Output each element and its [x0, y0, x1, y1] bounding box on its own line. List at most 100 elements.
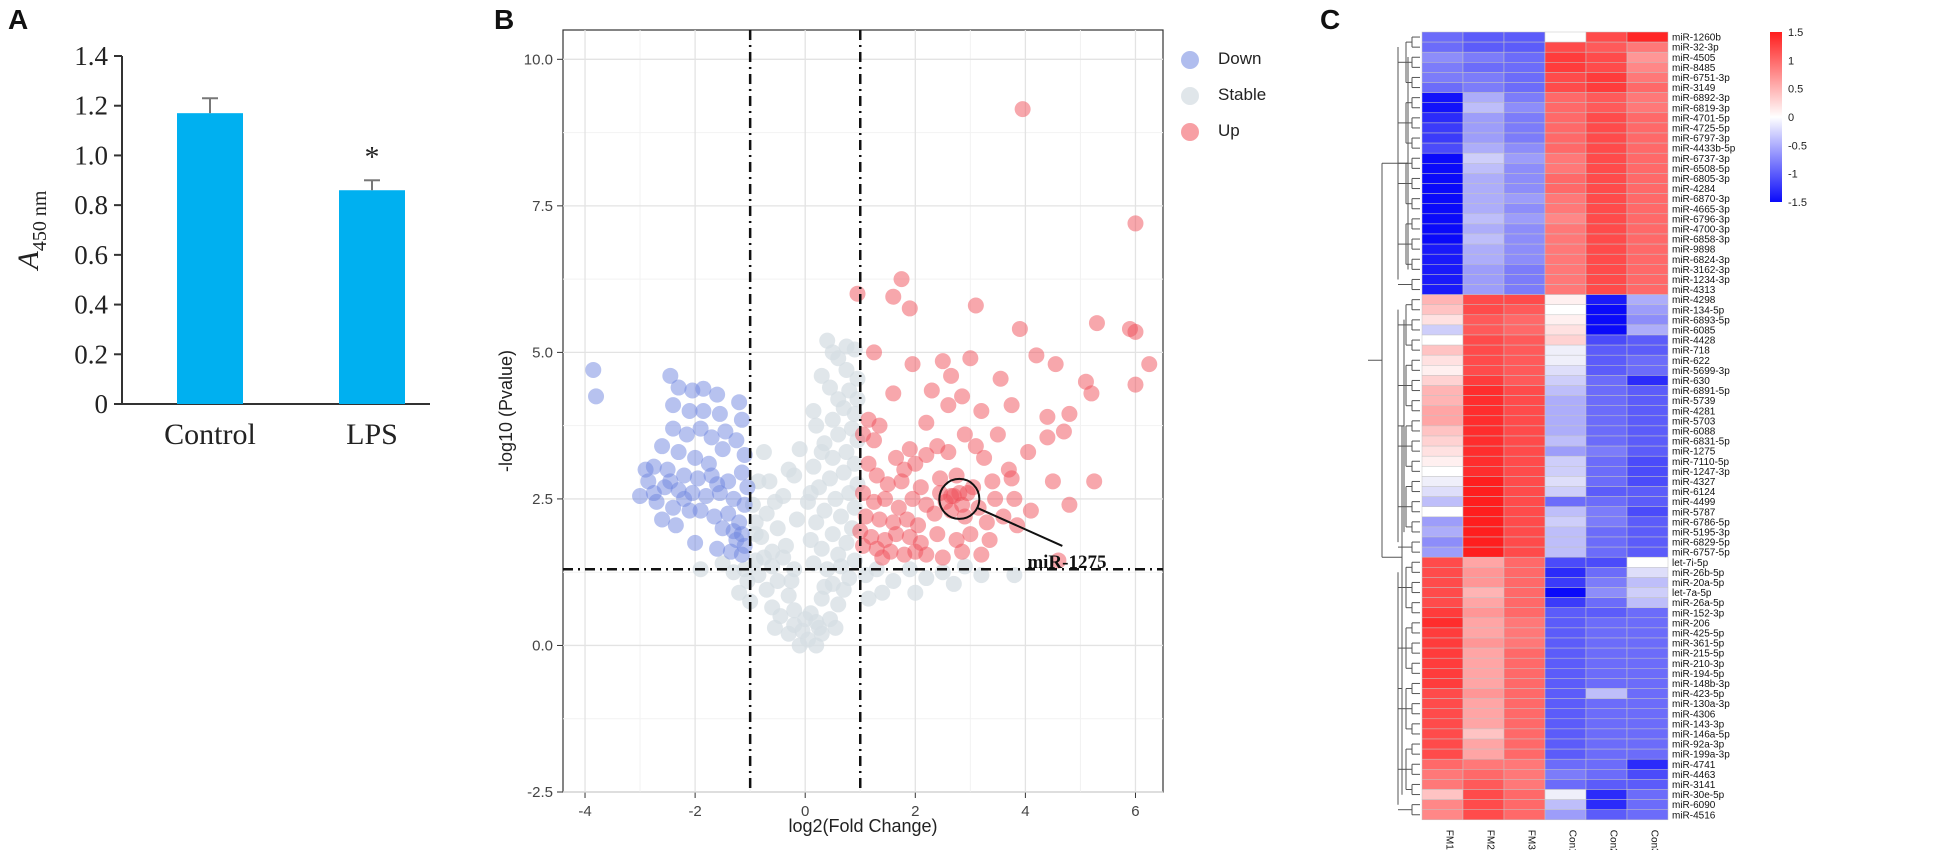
heatmap-cell — [1585, 405, 1628, 417]
point-stable — [808, 417, 825, 434]
heatmap-cell — [1585, 516, 1628, 528]
row-label: miR-4433b-5p — [1672, 144, 1736, 155]
heatmap-cell — [1503, 486, 1546, 497]
heatmap-cell — [1544, 375, 1587, 386]
heatmap-cell — [1585, 344, 1628, 356]
heatmap-cell — [1626, 445, 1669, 457]
row-label: let-7a-5p — [1672, 588, 1712, 599]
point-stable — [797, 611, 814, 628]
heatmap-cell — [1626, 193, 1669, 204]
point-up — [1061, 496, 1078, 513]
heatmap-cell — [1462, 425, 1505, 437]
heatmap-cell — [1503, 698, 1546, 709]
row-label: miR-6090 — [1672, 800, 1716, 811]
annotation-label: miR-1275 — [1027, 552, 1106, 573]
row-label: miR-206 — [1672, 618, 1710, 629]
point-up — [989, 426, 1006, 443]
point-up — [849, 285, 866, 302]
heatmap-cell — [1544, 233, 1587, 245]
heatmap-cell — [1626, 203, 1669, 215]
point-stable — [934, 564, 951, 581]
row-label: miR-4313 — [1672, 285, 1716, 296]
point-stable — [766, 493, 783, 510]
legend-swatch — [1181, 87, 1199, 105]
heatmap-cell — [1585, 587, 1628, 598]
row-label: miR-194-5p — [1672, 669, 1725, 680]
point-stable — [758, 505, 775, 522]
point-up — [918, 546, 935, 563]
heatmap-cell — [1503, 132, 1546, 144]
row-label: miR-3141 — [1672, 780, 1716, 791]
heatmap-cell — [1462, 607, 1505, 619]
heatmap-cell — [1626, 223, 1669, 235]
heatmap-cell — [1585, 657, 1628, 669]
heatmap-cell — [1462, 142, 1505, 154]
point-down — [665, 499, 682, 516]
heatmap-cell — [1626, 425, 1669, 437]
heatmap-cell — [1503, 243, 1546, 255]
heatmap-cell — [1462, 587, 1505, 598]
row-label: miR-6124 — [1672, 487, 1716, 498]
heatmap-cell — [1462, 284, 1505, 295]
heatmap-cell — [1626, 385, 1669, 396]
heatmap-cell — [1585, 577, 1628, 588]
point-stable — [827, 490, 844, 507]
column-label: FM2 — [1485, 830, 1496, 850]
heatmap-cell — [1544, 496, 1587, 507]
legend-stable-label: Stable — [1218, 85, 1267, 104]
row-label: miR-6751-3p — [1672, 73, 1730, 84]
heatmap-cell — [1503, 728, 1546, 740]
heatmap-cell — [1585, 375, 1628, 386]
point-up — [918, 414, 935, 431]
heatmap-cell — [1462, 203, 1505, 215]
row-label: miR-210-3p — [1672, 659, 1725, 670]
heatmap-cell — [1544, 486, 1587, 497]
heatmap-cell — [1585, 82, 1628, 93]
heatmap-cell — [1421, 698, 1464, 709]
heatmap-cell — [1462, 102, 1505, 114]
heatmap-cell — [1544, 264, 1587, 275]
row-label: miR-5739 — [1672, 396, 1716, 407]
point-down — [717, 423, 734, 440]
point-stable — [766, 619, 783, 636]
heatmap-cell — [1421, 132, 1464, 144]
point-stable — [769, 572, 786, 589]
heatmap-cell — [1462, 526, 1505, 538]
row-label: miR-152-3p — [1672, 608, 1725, 619]
heatmap-cell — [1544, 243, 1587, 255]
row-label: miR-4327 — [1672, 477, 1716, 488]
heatmap-cell — [1544, 536, 1587, 548]
heatmap-cell — [1462, 597, 1505, 608]
heatmap-cell — [1585, 314, 1628, 326]
annotation-leader — [976, 507, 1063, 547]
heatmap-cell — [1462, 556, 1505, 568]
heatmap-cell — [1503, 657, 1546, 669]
y-tick-label: 5.0 — [532, 344, 553, 361]
point-down — [670, 444, 687, 461]
row-label: miR-6797-3p — [1672, 134, 1730, 145]
heatmap-cell — [1421, 435, 1464, 447]
heatmap-cell — [1503, 233, 1546, 245]
point-up — [888, 526, 905, 543]
x-tick-label: LPS — [346, 418, 398, 451]
row-label: miR-3149 — [1672, 83, 1716, 94]
heatmap-cell — [1544, 294, 1587, 305]
point-stable — [816, 578, 833, 595]
heatmap-cell — [1585, 425, 1628, 437]
point-up — [866, 432, 883, 449]
heatmap-cell — [1544, 324, 1587, 336]
heatmap-cell — [1421, 567, 1464, 578]
bar — [177, 113, 243, 405]
x-tick-label: 0 — [801, 803, 809, 820]
panel-label-b: B — [494, 4, 515, 35]
y-tick-label: 0 — [95, 389, 109, 419]
point-down — [687, 449, 704, 466]
point-up — [1127, 323, 1144, 340]
heatmap-cell — [1462, 466, 1505, 477]
point-stable — [821, 379, 838, 396]
x-tick-label: -4 — [578, 803, 591, 820]
heatmap-cell — [1544, 203, 1587, 215]
row-label: miR-6858-3p — [1672, 235, 1730, 246]
row-label: miR-6893-5p — [1672, 315, 1730, 326]
heatmap-cell — [1626, 738, 1669, 750]
